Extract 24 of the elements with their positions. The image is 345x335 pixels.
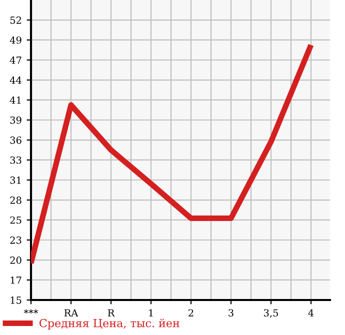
y-tick-label: 20 [10, 256, 22, 264]
x-tick-label: 3 [228, 309, 234, 317]
y-tick-label: 28 [10, 196, 22, 204]
y-tick-label: 33 [10, 156, 22, 164]
x-tick-label: RA [64, 309, 78, 316]
y-tick-label: 17 [10, 276, 22, 284]
y-tick-label: 25 [10, 216, 22, 224]
y-tick-label: 41 [10, 96, 21, 104]
x-tick-label: R [108, 309, 115, 316]
y-tick-label: 36 [10, 136, 22, 144]
x-tick-label: *** [24, 309, 38, 314]
y-tick-label: 44 [10, 76, 22, 84]
y-tick-label: 31 [10, 176, 21, 184]
y-tick-label: 49 [10, 36, 22, 44]
y-tick-label: 47 [10, 56, 22, 64]
y-tick-label: 23 [10, 236, 22, 244]
x-tick-label: 1 [149, 309, 153, 316]
y-tick-label: 39 [10, 116, 22, 124]
x-tick-label: 4 [308, 309, 314, 316]
y-tick-label: 52 [10, 16, 22, 24]
legend-label: Средняя Цена, тыс. йен [40, 318, 180, 330]
x-tick-label: 2 [188, 309, 194, 316]
x-tick-label: 3,5 [264, 309, 278, 318]
y-tick-label: 15 [10, 296, 22, 304]
